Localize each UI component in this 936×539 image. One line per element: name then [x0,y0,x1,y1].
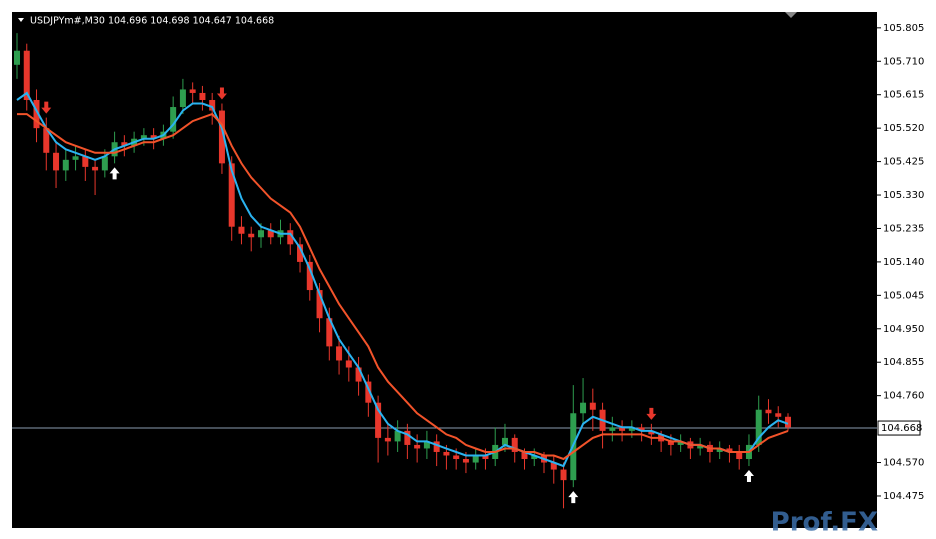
candle-body [482,455,489,460]
moving-average [16,91,789,468]
candle-body [199,92,206,100]
candle-body [433,441,440,452]
candle-body [726,448,733,452]
y-tick-label: 105.140 [883,257,924,268]
candle-body [589,402,596,410]
last-price-box [877,420,921,436]
candle-body [101,156,108,171]
candle-body [140,135,147,139]
candle-body [453,455,460,460]
sell-arrow [41,101,52,114]
candle-body [677,441,684,445]
candle-body [716,448,723,452]
candle-body [511,437,518,452]
candle-body [472,455,479,463]
y-tick-label: 105.425 [883,157,924,168]
candle-body [121,142,128,146]
candle-body [501,437,508,445]
y-tick-label: 105.045 [883,290,924,301]
candle-body [628,427,635,431]
candle-body [316,290,323,319]
y-tick-label: 105.805 [883,23,924,34]
last-price-label: 104.668 [881,423,922,434]
candle-body [287,230,294,245]
chart-title: USDJPYm#,M30 104.696 104.698 104.647 104… [30,16,274,27]
candle-body [580,402,587,414]
candle-body [560,469,567,481]
candle-body [736,451,743,460]
shift-marker [785,12,797,18]
candle-body [521,451,528,460]
candle-body [326,318,333,347]
candle-body [648,430,655,435]
plot-area [12,12,877,528]
y-tick-label: 105.235 [883,223,924,234]
candle-body [365,381,372,403]
candle-body [345,360,352,368]
candle-body [33,99,40,129]
candle-body [462,459,469,463]
y-tick-label: 104.760 [883,391,924,402]
sell-arrow [216,87,227,100]
candle-body [775,413,782,417]
candle-body [62,159,69,171]
y-tick-label: 105.710 [883,56,924,67]
candle-body [394,430,401,442]
candle-body [638,427,645,431]
candle-body [384,437,391,442]
candle-body [443,451,450,456]
candle-body [43,128,50,153]
candle-body [375,402,382,438]
candle-body [257,230,264,238]
candle-body [785,416,791,428]
candle-body [404,430,411,445]
y-tick-label: 105.330 [883,190,924,201]
candle-body [306,261,313,291]
menu-triangle [18,18,24,22]
candle-body [218,110,225,164]
candle-body [179,89,186,108]
candle-body [189,89,196,93]
moving-average [17,112,789,461]
candle-body [609,427,616,431]
y-tick-label: 104.950 [883,324,924,335]
candle-body [414,444,421,449]
buy-arrow [568,491,579,504]
candle-body [297,244,304,262]
candle-body [228,163,235,227]
candle-body [697,444,704,449]
candle-body [82,156,89,167]
candle-body [550,462,557,470]
candle-body [209,99,216,111]
buy-arrow [109,167,120,180]
candle-body [72,156,79,160]
candle-body [14,50,20,65]
buy-arrow [743,470,754,483]
y-tick-label: 105.520 [883,123,924,134]
candle-body [170,107,177,132]
candle-body [336,346,343,361]
candle-body [667,441,674,445]
candle-body [92,166,99,171]
sell-arrow [646,407,657,420]
candle-body [355,367,362,382]
candle-body [267,230,274,238]
candle-body [248,233,255,238]
candle-body [619,427,626,431]
y-tick-label: 104.855 [883,357,924,368]
candle-body [150,135,157,139]
candle-body [23,50,30,100]
y-tick-label: 104.475 [883,491,924,502]
candle-body [423,441,430,449]
y-tick-label: 105.615 [883,90,924,101]
candle-body [53,152,60,171]
candle-body [531,455,538,460]
watermark: Prof.FX [771,508,878,538]
candle-body [755,409,762,445]
candle-body [238,226,245,234]
y-tick-label: 104.570 [883,458,924,469]
candle-body [765,409,772,414]
